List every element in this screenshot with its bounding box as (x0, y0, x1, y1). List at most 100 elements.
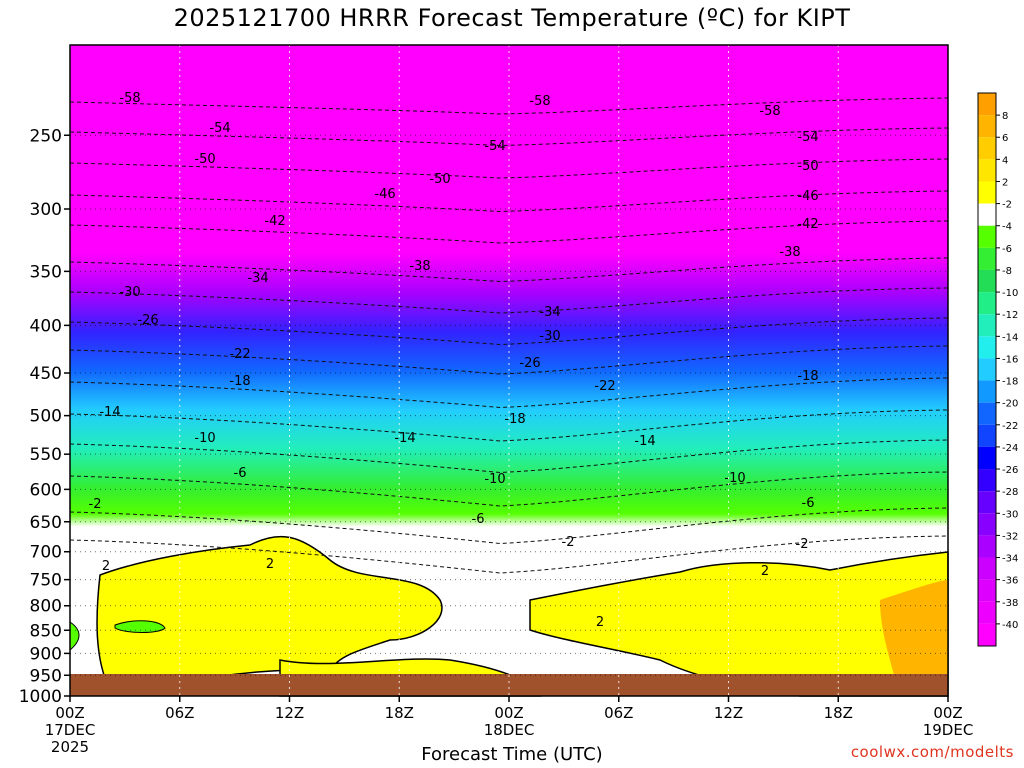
cold-pocket (114, 620, 166, 633)
colorbar-label: -14 (1002, 332, 1018, 343)
colorbar: 8 6 4 2 -2 -4 -6 -8 -10 -12 -14 -16 -18 -20 -22 -24 -26 -… (977, 92, 1018, 647)
contour-label: -22 (229, 347, 250, 362)
colorbar-swatch (978, 491, 996, 514)
colorbar-label: -2 (1002, 200, 1012, 211)
contour-label: -54 (797, 130, 818, 145)
contour-label: -14 (634, 434, 655, 449)
x-tick-year: 2025 (51, 738, 89, 756)
colorbar-label: -4 (1002, 222, 1012, 233)
y-tick-label: 600 (30, 480, 62, 500)
contour-label: -30 (539, 329, 560, 344)
colorbar-label: 2 (1002, 177, 1008, 188)
x-tick-label: 12Z (714, 704, 743, 722)
isotherm-line (69, 345, 949, 375)
isotherm-line (69, 507, 949, 545)
isotherm-line (69, 535, 949, 574)
isotherm-line (69, 377, 949, 409)
isotherm-line (69, 190, 949, 213)
colorbar-swatch (978, 93, 996, 116)
chart-title: 2025121700 HRRR Forecast Temperature (ºC… (173, 4, 851, 32)
contour-label: -34 (539, 305, 560, 320)
colorbar-swatch (978, 181, 996, 204)
contour-label: -58 (529, 94, 550, 109)
x-tick-label: 12Z (275, 704, 304, 722)
contour-label: -6 (472, 512, 485, 527)
colorbar-label: -6 (1002, 244, 1012, 255)
colorbar-swatch (978, 336, 996, 359)
colorbar-swatch (978, 513, 996, 536)
colorbar-label: -16 (1002, 354, 1018, 365)
isotherm-line (69, 220, 949, 244)
colorbar-swatch (978, 225, 996, 248)
colorbar-label: -30 (1002, 509, 1018, 520)
warmer-region (880, 580, 948, 696)
isotherm-line (69, 317, 949, 346)
y-tick-label: 500 (30, 407, 62, 427)
colorbar-label: -34 (1002, 554, 1018, 565)
isotherm-line (69, 471, 949, 507)
y-tick-label: 550 (30, 445, 62, 465)
contour-label: -2 (562, 535, 575, 550)
contour-label: 2 (102, 559, 110, 574)
isotherm-line (69, 439, 949, 474)
isotherm-line (69, 409, 949, 442)
contour-label: -10 (194, 431, 215, 446)
y-tick-label: 350 (30, 262, 62, 282)
contour-label: -58 (119, 91, 140, 106)
colorbar-swatch (978, 380, 996, 403)
colorbar-label: -18 (1002, 377, 1018, 388)
isotherm-line (69, 97, 949, 115)
colorbar-swatch (978, 557, 996, 580)
contour-label: -14 (99, 405, 120, 420)
x-axis-title: Forecast Time (UTC) (421, 744, 603, 765)
x-tick-label: 18Z (385, 704, 414, 722)
x-tick-label: 18Z (824, 704, 853, 722)
y-tick-label: 300 (30, 200, 62, 220)
colorbar-swatch (978, 402, 996, 425)
y-tick-label: 800 (30, 597, 62, 617)
colorbar-label: -40 (1002, 620, 1018, 631)
colorbar-label: -28 (1002, 487, 1018, 498)
x-tick-label: 06Z (604, 704, 633, 722)
y-tick-label: 850 (30, 621, 62, 641)
x-tick-label: 00Z (494, 704, 523, 722)
contour-label: -2 (796, 537, 809, 552)
colorbar-label: 6 (1002, 133, 1008, 144)
ground-surface (70, 674, 948, 696)
x-tick-label: 00Z (933, 704, 962, 722)
contour-label: -54 (209, 121, 230, 136)
colorbar-swatch (978, 292, 996, 315)
contour-label: 2 (761, 564, 769, 579)
contour-label: -46 (374, 187, 395, 202)
colorbar-frame (977, 92, 997, 647)
contour-label: -14 (394, 431, 415, 446)
y-axis: 250 300 350 400 450 500 550 600 650 700 750 800 850 9… (19, 126, 70, 707)
colorbar-label: -38 (1002, 598, 1018, 609)
y-tick-label: 400 (30, 316, 62, 336)
x-tick-date: 18DEC (484, 721, 535, 739)
contour-label: -42 (797, 217, 818, 232)
contour-label: -46 (797, 189, 818, 204)
y-tick-label: 450 (30, 364, 62, 384)
y-tick-label: 250 (30, 126, 62, 146)
isotherm-line (69, 158, 949, 179)
plot-area: -58-54-50-46-42-38-34-30-26-22-18-14-10-… (69, 44, 949, 697)
colorbar-swatch (978, 314, 996, 337)
colorbar-label: -12 (1002, 310, 1018, 321)
colorbar-label: -24 (1002, 443, 1018, 454)
colorbar-label: 8 (1002, 111, 1008, 122)
contour-label: -6 (802, 496, 815, 511)
colorbar-label: 4 (1002, 155, 1008, 166)
isotherm-line (69, 127, 949, 147)
colorbar-label: -36 (1002, 576, 1018, 587)
colorbar-swatch (978, 623, 996, 646)
colorbar-swatch (978, 579, 996, 602)
colorbar-swatch (978, 247, 996, 270)
contour-label: -10 (484, 472, 505, 487)
contour-label: -50 (194, 152, 215, 167)
credit-text[interactable]: coolwx.com/modelts (850, 743, 1014, 761)
y-tick-label: 650 (30, 513, 62, 533)
colorbar-swatch (978, 203, 996, 226)
isotherm-line (69, 257, 949, 283)
